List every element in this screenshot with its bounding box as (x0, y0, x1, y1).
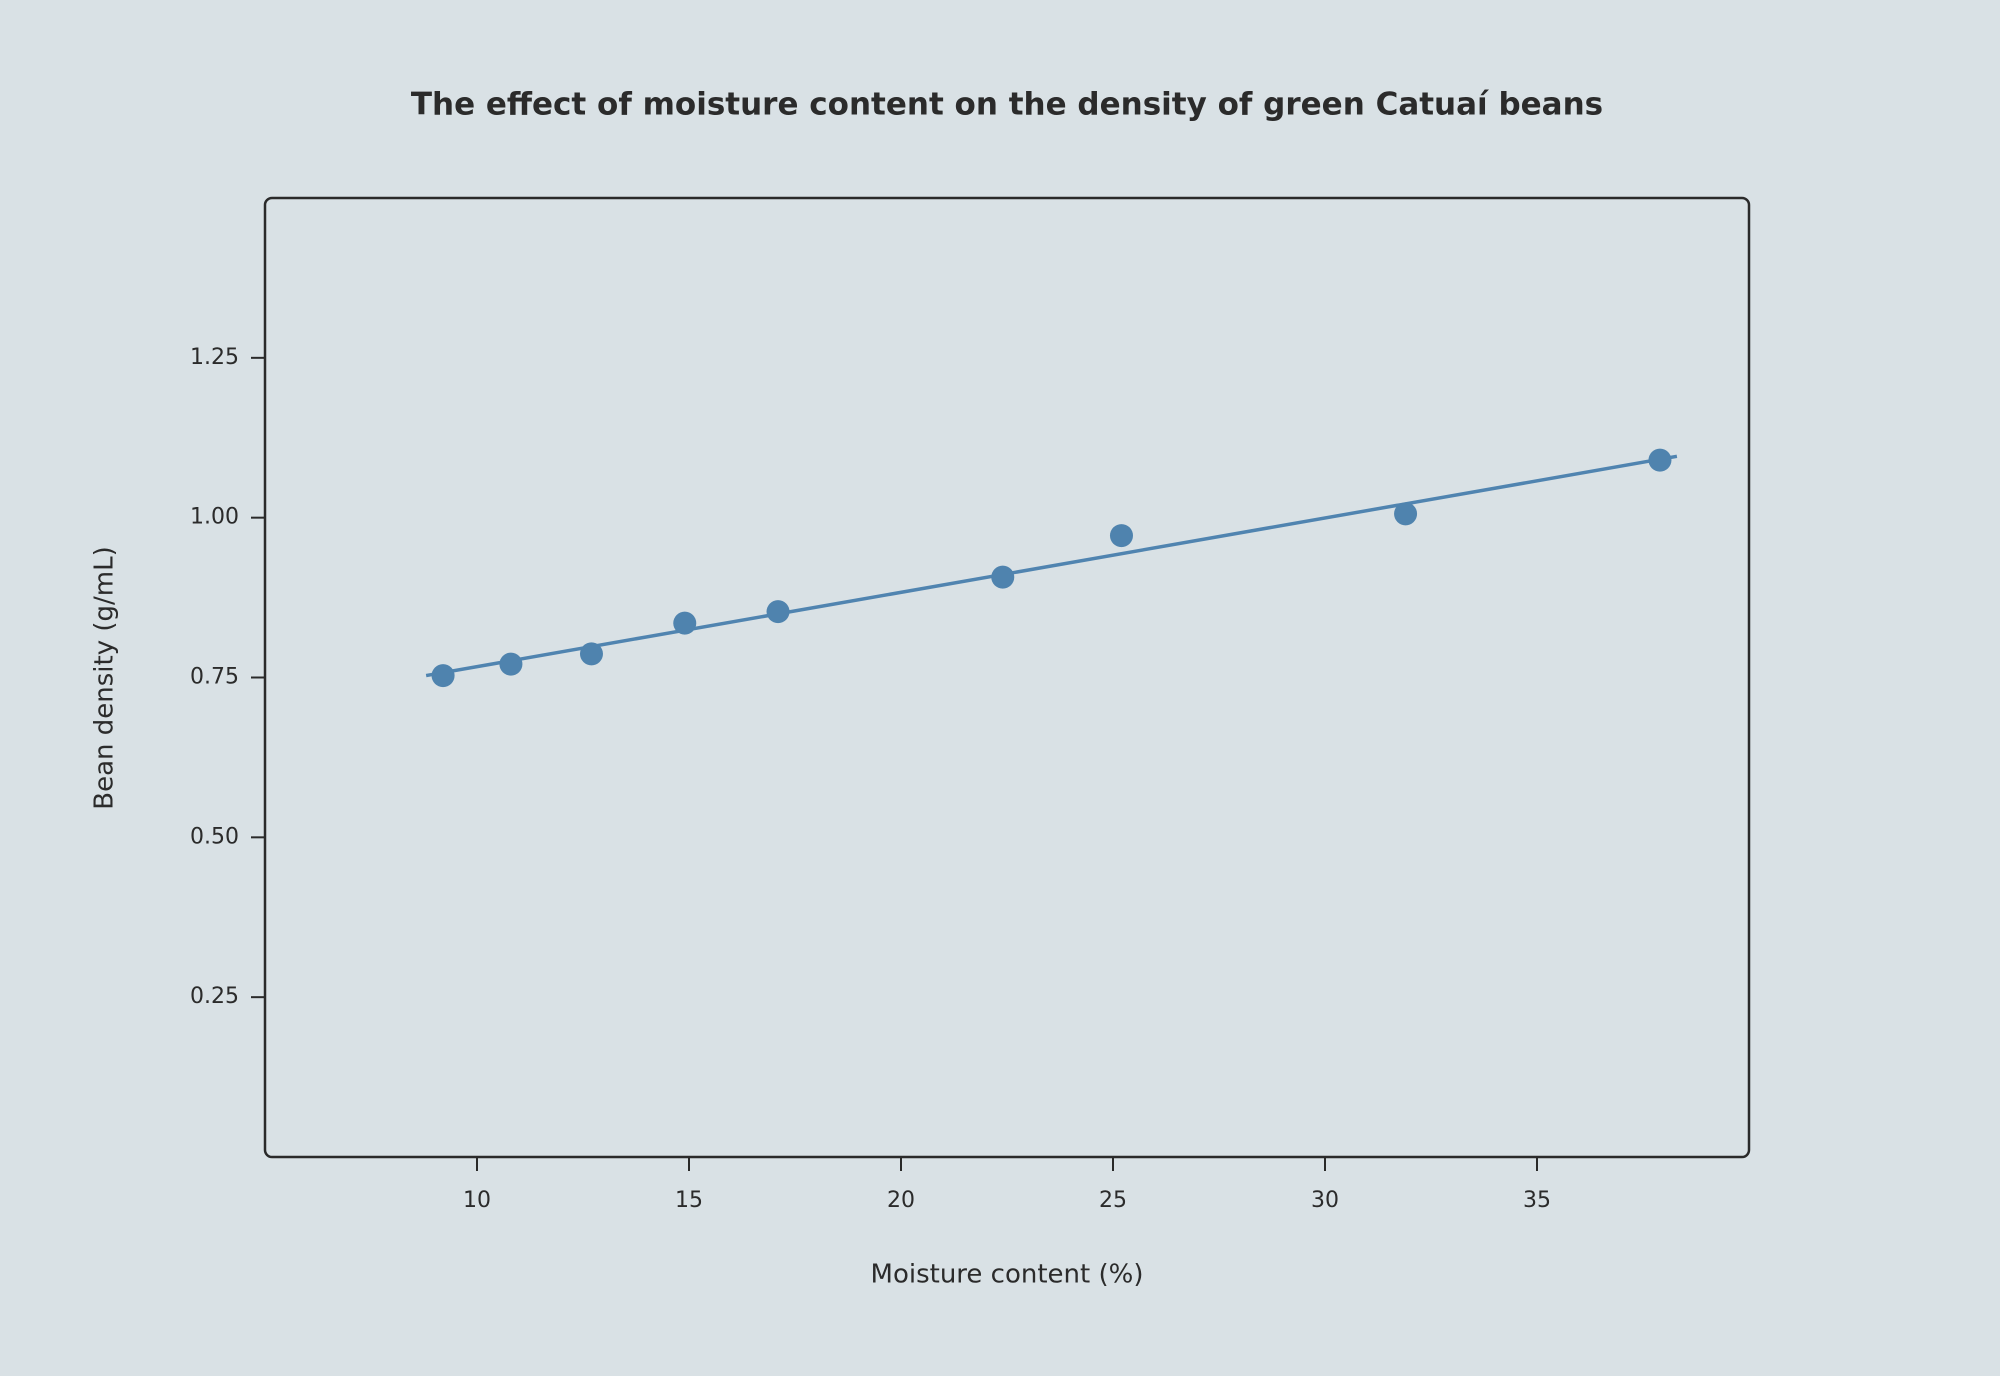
data-point (431, 664, 455, 688)
data-point (673, 611, 697, 635)
x-tick-label: 10 (463, 1188, 491, 1213)
x-tick-label: 25 (1099, 1188, 1127, 1213)
data-point (1109, 524, 1133, 548)
y-tick-label: 0.50 (190, 824, 239, 849)
y-tick-label: 1.25 (190, 345, 239, 370)
y-tick-label: 1.00 (190, 505, 239, 530)
fit-line (425, 454, 1678, 678)
data-point (991, 565, 1015, 589)
x-tick-label: 15 (675, 1188, 703, 1213)
x-tick-label: 20 (887, 1188, 915, 1213)
y-axis-label: Bean density (g/mL) (90, 546, 120, 809)
x-axis-label: Moisture content (%) (871, 1260, 1144, 1290)
y-tick-label: 0.75 (190, 665, 239, 690)
x-tick-label: 35 (1523, 1188, 1551, 1213)
data-point (1394, 502, 1418, 526)
chart-title: The effect of moisture content on the de… (411, 87, 1603, 123)
data-point (766, 600, 790, 624)
data-point (579, 642, 603, 666)
y-tick-label: 0.25 (190, 984, 239, 1009)
data-point (499, 652, 523, 676)
x-tick-label: 30 (1311, 1188, 1339, 1213)
data-point (1648, 448, 1672, 472)
